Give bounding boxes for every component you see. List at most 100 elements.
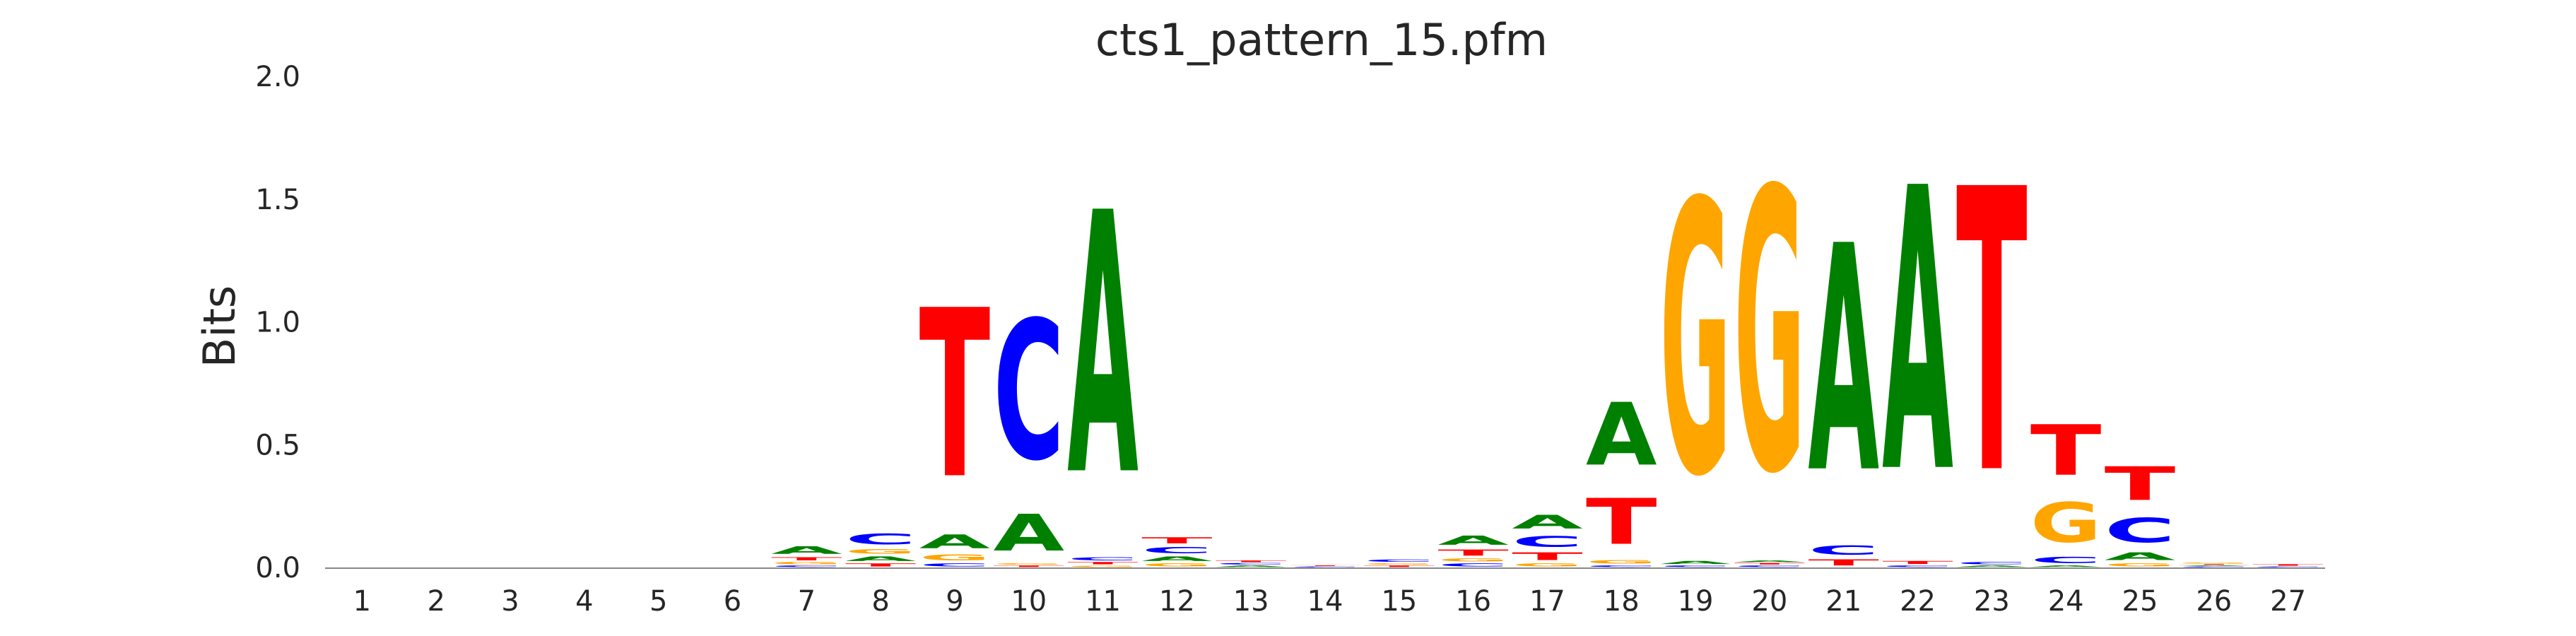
logo-letter-t: T [1141,536,1213,546]
x-tick-label: 2 [427,585,445,618]
logo-letter-a: A [1216,565,1287,567]
x-tick-label: 1 [353,585,371,618]
logo-letter-t: T [1437,548,1509,558]
logo-letter-t: T [2105,457,2176,511]
logo-letter-g: G [1512,563,1583,567]
y-tick-label: 1.0 [255,307,300,339]
x-tick-label: 18 [1604,585,1640,618]
x-tick-label: 16 [1455,585,1491,618]
logo-letter-g: G [1141,563,1213,567]
logo-letter-c: C [1586,565,1657,567]
x-tick-label: 15 [1381,585,1417,618]
logo-letter-t: T [845,563,917,567]
x-tick-label: 11 [1085,585,1121,618]
logo-letter-t: T [1882,560,1953,565]
logo-letter-c: C [993,281,1064,503]
logo-letter-c: C [1290,566,1361,567]
logo-letter-a: A [993,504,1064,563]
logo-letter-g: G [845,548,917,555]
y-axis-label: Bits [194,285,245,367]
logo-letter-c: C [2030,555,2102,565]
x-tick-label: 14 [1307,585,1343,618]
x-tick-label: 25 [2122,585,2158,618]
logo-letter-c: C [1216,563,1287,565]
logo-letter-c: C [1808,543,1879,558]
logo-letter-t: T [1586,485,1657,559]
logo-letter-c: C [919,563,991,567]
x-tick-label: 8 [871,585,889,618]
logo-letter-c: C [771,565,842,567]
y-tick-label: 1.5 [255,184,300,216]
logo-letter-c: C [1734,565,1806,567]
logo-letter-t: T [2178,564,2249,565]
y-tick-label: 2.0 [255,61,300,93]
logo-letter-a: A [2030,565,2102,567]
x-tick-label: 13 [1233,585,1269,618]
x-tick-label: 22 [1900,585,1936,618]
logo-letter-t: T [1512,550,1583,563]
logo-letter-t: T [1067,561,1139,565]
logo-letter-g: G [2178,563,2249,564]
logo-letter-g: G [1660,124,1731,559]
logo-letter-t: T [1364,565,1435,567]
logo-letter-t: T [2030,411,2102,491]
logo-letter-t: T [919,261,991,530]
logo-letter-a: A [771,544,842,556]
logo-letter-a: A [1141,555,1213,563]
logo-letter-t: T [771,556,842,561]
logo-letter-a: A [2105,550,2176,563]
logo-letter-g: G [771,561,842,565]
logo-letter-c: C [1512,534,1583,550]
x-tick-label: 21 [1825,585,1862,618]
chart-title: cts1_pattern_15.pfm [1095,14,1548,66]
x-tick-label: 26 [2196,585,2232,618]
x-tick-label: 17 [1529,585,1565,618]
logo-letter-c: C [1141,546,1213,555]
logo-letter-a: A [1067,139,1139,555]
x-tick-label: 23 [1974,585,2010,618]
logo-letter-g: G [1586,559,1657,565]
logo-letter-c: C [1067,556,1139,561]
logo-letter-t: T [1734,563,1806,565]
x-tick-label: 5 [649,585,667,618]
logo-letter-c: C [1437,563,1509,567]
logo-letter-t: T [1956,108,2028,560]
logo-letter-g: G [919,553,991,563]
x-tick-label: 9 [946,585,963,618]
logo-letter-c: C [1660,565,1731,567]
logo-letter-a: A [1437,533,1509,548]
x-axis: 1 2 3 4 5 6 7 8 9 10 11 12 13 14 15 16 17 18 19 20 21 22 23 24 2… [353,585,2306,618]
logo-letter-a: A [1956,565,2028,567]
logo-letter-t: T [993,565,1064,567]
logo-letter-a: A [2178,565,2249,567]
x-tick-label: 6 [724,585,741,618]
logo-letter-c: C [1364,559,1435,563]
logo-letter-t: T [2252,564,2324,566]
logo-letter-g: G [1364,563,1435,565]
logo-letter-g: G [993,563,1064,565]
x-tick-label: 24 [2048,585,2084,618]
logo-letter-t: T [1808,558,1879,567]
logo-letter-a: A [1808,181,1880,542]
x-tick-label: 4 [575,585,593,618]
logo-letter-g: G [2105,563,2176,567]
logo-letter-a: A [1586,384,1657,485]
x-tick-label: 3 [501,585,519,618]
x-tick-label: 27 [2270,585,2306,618]
logo-letter-g: G [2030,492,2102,555]
x-tick-label: 7 [798,585,816,618]
logo-letter-a: A [1734,560,1806,563]
logo-letter-a: A [919,531,991,553]
logo-letter-g: G [1067,565,1139,567]
logo-letter-a: A [845,555,917,563]
logo-letter-t: T [1290,565,1361,567]
y-axis: 0.0 0.5 1.0 1.5 2.0 [255,61,300,584]
logo-letter-c: C [2105,512,2176,550]
logo-letter-g: G [1437,558,1509,563]
x-tick-label: 19 [1678,585,1714,618]
logo-letter-c: C [1882,565,1953,567]
logo-letter-a: A [1512,511,1583,533]
logo-letter-c: C [2252,566,2324,567]
